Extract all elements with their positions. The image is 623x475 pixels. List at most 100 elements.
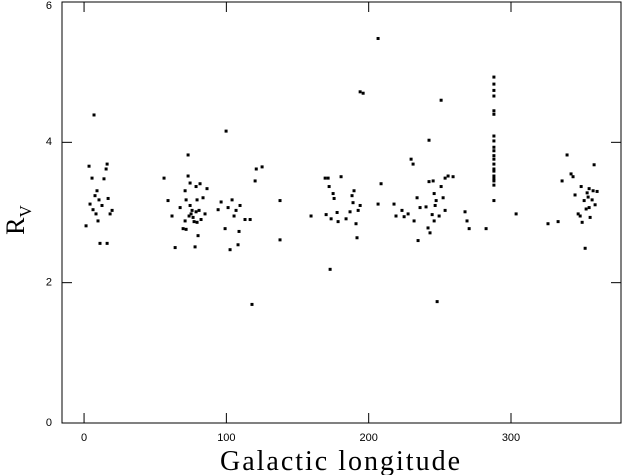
point <box>443 176 447 180</box>
point <box>492 183 496 187</box>
point <box>546 222 550 226</box>
point <box>188 181 192 185</box>
point <box>578 214 582 218</box>
point <box>105 162 109 166</box>
point <box>492 174 496 178</box>
point <box>579 185 583 189</box>
point <box>416 239 420 243</box>
point <box>331 192 335 196</box>
point <box>253 179 257 183</box>
point <box>492 109 496 113</box>
point <box>326 176 330 180</box>
point <box>492 94 496 98</box>
point <box>219 200 223 204</box>
point <box>587 206 591 210</box>
point <box>87 164 91 168</box>
plot-frame <box>61 1 622 424</box>
point <box>418 206 422 210</box>
point <box>91 208 95 212</box>
point <box>492 149 496 153</box>
x-tick-label: 100 <box>217 432 235 444</box>
x-axis-label: Galactic longitude <box>220 446 462 475</box>
point <box>198 182 202 186</box>
point <box>492 179 496 183</box>
point <box>427 138 431 142</box>
point <box>104 167 108 171</box>
point <box>201 196 205 200</box>
point <box>336 220 340 224</box>
point <box>96 219 100 223</box>
point <box>446 174 450 178</box>
point <box>443 208 447 212</box>
point <box>278 199 282 203</box>
x-tick-label: 300 <box>502 432 520 444</box>
point <box>433 203 437 207</box>
point <box>580 220 584 224</box>
point <box>106 196 110 200</box>
point <box>186 174 190 178</box>
point <box>173 246 177 250</box>
point <box>102 177 106 181</box>
point <box>184 198 188 202</box>
point <box>90 176 94 180</box>
point <box>344 217 348 221</box>
point <box>187 214 191 218</box>
point <box>228 248 232 252</box>
point <box>394 214 398 218</box>
point <box>324 213 328 217</box>
point <box>328 267 332 271</box>
point <box>426 226 430 230</box>
point <box>194 210 198 214</box>
point <box>186 153 190 157</box>
point <box>350 194 354 198</box>
point <box>195 220 199 224</box>
point <box>439 98 443 102</box>
y-tick-label: 6 <box>46 0 52 12</box>
point <box>565 153 569 157</box>
point <box>348 210 352 214</box>
point <box>243 218 247 222</box>
point <box>439 185 443 189</box>
point <box>406 212 410 216</box>
point <box>335 211 339 214</box>
point <box>196 234 200 238</box>
point <box>379 182 383 186</box>
point <box>191 215 195 219</box>
point <box>170 214 174 218</box>
point <box>588 215 592 219</box>
y-tick-label: 2 <box>46 277 52 289</box>
point <box>591 189 595 193</box>
point <box>409 157 413 161</box>
point <box>98 241 102 245</box>
point <box>492 177 496 181</box>
point <box>492 154 496 158</box>
point <box>424 205 428 209</box>
point <box>430 213 434 217</box>
point <box>590 198 594 202</box>
point <box>162 176 166 180</box>
y-tick-label: 4 <box>46 136 52 148</box>
point <box>327 185 331 189</box>
point <box>585 191 589 195</box>
point <box>197 208 201 212</box>
point <box>189 212 193 216</box>
point <box>463 210 467 214</box>
point <box>97 198 101 202</box>
point <box>593 203 597 207</box>
point <box>181 227 185 231</box>
point <box>427 180 431 184</box>
point <box>584 207 588 211</box>
point <box>84 224 88 228</box>
point <box>560 179 564 183</box>
point <box>193 245 197 249</box>
point <box>108 212 112 216</box>
point <box>595 189 599 193</box>
point <box>592 163 596 167</box>
point <box>105 241 109 245</box>
point <box>194 185 198 189</box>
point <box>431 179 435 183</box>
point <box>355 236 359 240</box>
point <box>94 212 98 216</box>
point <box>195 198 199 202</box>
